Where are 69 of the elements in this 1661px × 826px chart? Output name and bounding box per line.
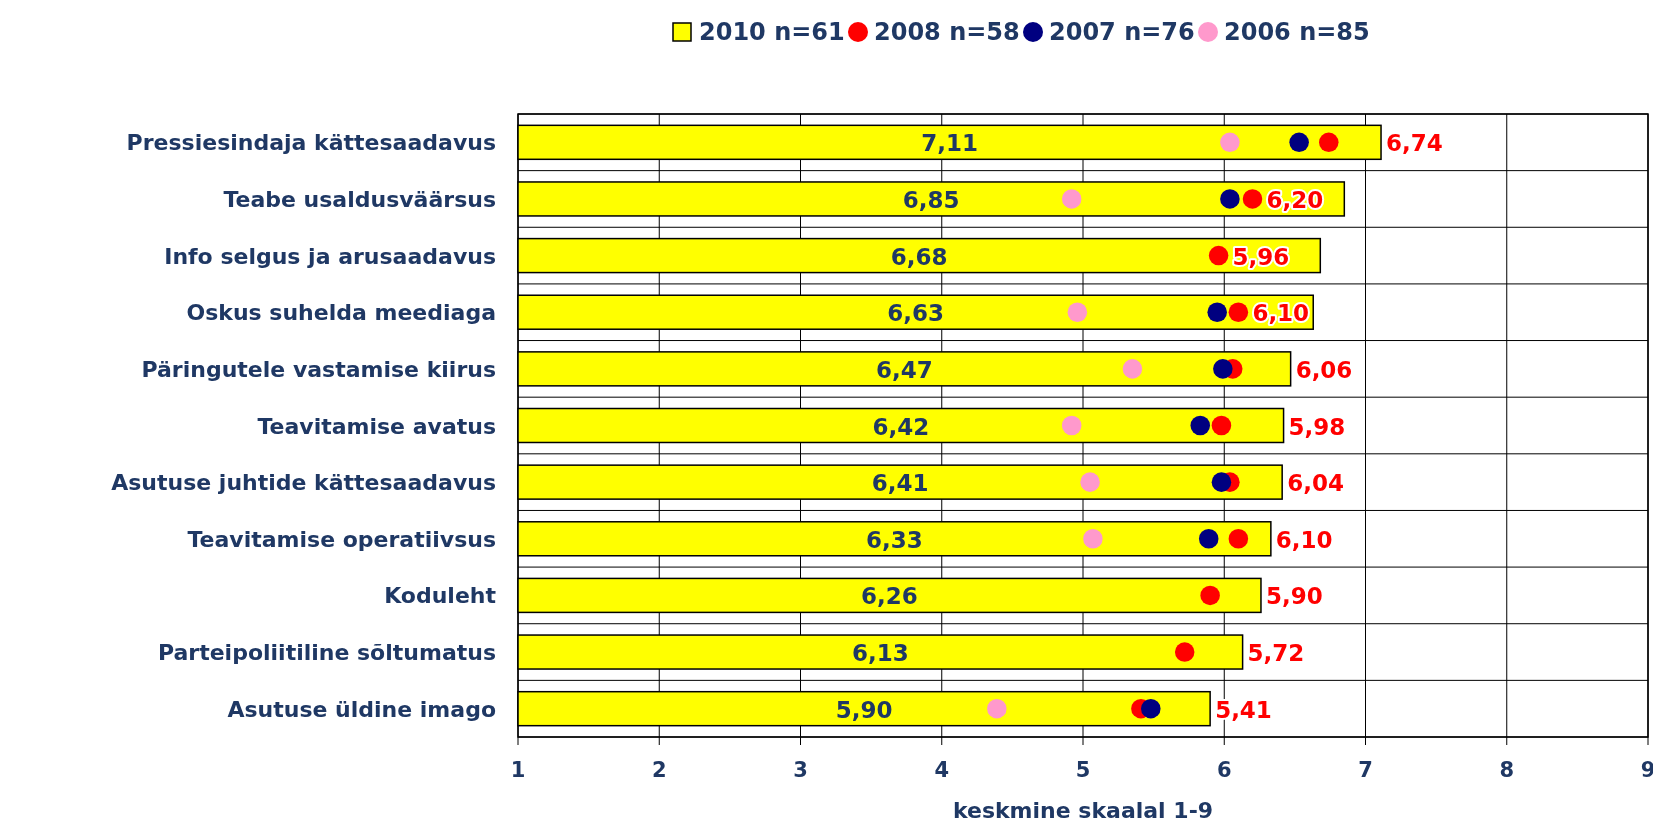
- data-label: 5,98: [1288, 413, 1346, 440]
- y-tick-label: Teavitamise avatus: [257, 413, 496, 439]
- point: [1228, 302, 1249, 322]
- data-label: 6,06: [1295, 356, 1353, 383]
- data-label: 6,33: [866, 526, 923, 553]
- data-label: 6,10: [1275, 526, 1333, 553]
- data-label: 5,72: [1247, 640, 1305, 667]
- point: [1319, 132, 1339, 153]
- legend-label: 2007 n=76: [1049, 18, 1195, 46]
- y-tick-label: Koduleht: [384, 583, 497, 609]
- data-label: 6,74: [1386, 130, 1443, 157]
- data-label: 5,90: [1265, 583, 1323, 610]
- point: [1061, 415, 1082, 436]
- point: [1213, 359, 1233, 379]
- x-tick-label: 3: [793, 758, 808, 782]
- x-tick-label: 2: [651, 758, 667, 782]
- legend-label: 2008 n=58: [874, 18, 1020, 46]
- point: [1220, 189, 1240, 209]
- point: [1228, 529, 1249, 549]
- point: [1200, 585, 1220, 606]
- y-tick-label: Päringutele vastamise kiirus: [141, 356, 496, 382]
- point: [1067, 302, 1088, 322]
- y-tick-label: Parteipoliitiline sõltumatus: [157, 640, 496, 666]
- y-tick-label: Info selgus ja arusaadavus: [164, 243, 496, 269]
- legend-label: 2006 n=85: [1224, 18, 1370, 46]
- y-tick-label: Oskus suhelda meediaga: [186, 300, 496, 326]
- point: [1208, 245, 1229, 266]
- data-label: 6,47: [875, 356, 933, 383]
- point: [1122, 359, 1143, 379]
- x-tick-label: 1: [510, 758, 526, 782]
- x-tick-label: 4: [934, 758, 950, 782]
- data-label: 6,42: [872, 413, 930, 440]
- point: [1190, 415, 1211, 436]
- x-axis-title: keskmine skaalal 1-9: [952, 798, 1214, 823]
- point: [1174, 642, 1195, 662]
- point: [987, 698, 1007, 719]
- data-label: 6,13: [851, 640, 909, 667]
- data-label: 6,63: [887, 300, 944, 327]
- legend-label: 2010 n=61: [699, 18, 845, 46]
- y-tick-label: Teavitamise operatiivsus: [187, 526, 496, 552]
- y-tick-label: Asutuse üldine imago: [227, 696, 496, 722]
- point: [1220, 132, 1240, 153]
- point: [1198, 529, 1219, 549]
- x-tick-label: 6: [1216, 758, 1232, 782]
- data-label: 5,96: [1232, 243, 1290, 270]
- data-label: 6,41: [871, 470, 929, 497]
- data-label: 6,26: [861, 583, 918, 610]
- data-label: 6,68: [890, 243, 948, 270]
- x-tick-label: 5: [1075, 758, 1091, 782]
- y-tick-label: Teabe usaldusväärsus: [223, 186, 496, 212]
- point: [1289, 132, 1309, 153]
- point: [1242, 189, 1263, 209]
- y-tick-label: Asutuse juhtide kättesaadavus: [111, 470, 496, 496]
- point: [1141, 698, 1161, 719]
- x-tick-label: 8: [1499, 758, 1515, 782]
- data-label: 5,90: [835, 696, 893, 723]
- point: [1207, 302, 1227, 322]
- data-label: 6,20: [1266, 186, 1324, 213]
- data-label: 6,85: [902, 186, 960, 213]
- point: [1211, 472, 1232, 492]
- point: [1083, 529, 1103, 549]
- data-label: 6,04: [1287, 470, 1344, 497]
- x-tick-label: 7: [1358, 758, 1373, 782]
- point: [1211, 415, 1232, 436]
- data-label: 6,10: [1252, 300, 1310, 327]
- point: [1080, 472, 1100, 492]
- data-label: 7,11: [921, 130, 978, 157]
- y-tick-label: Pressiesindaja kättesaadavus: [126, 130, 496, 156]
- point: [1061, 189, 1082, 209]
